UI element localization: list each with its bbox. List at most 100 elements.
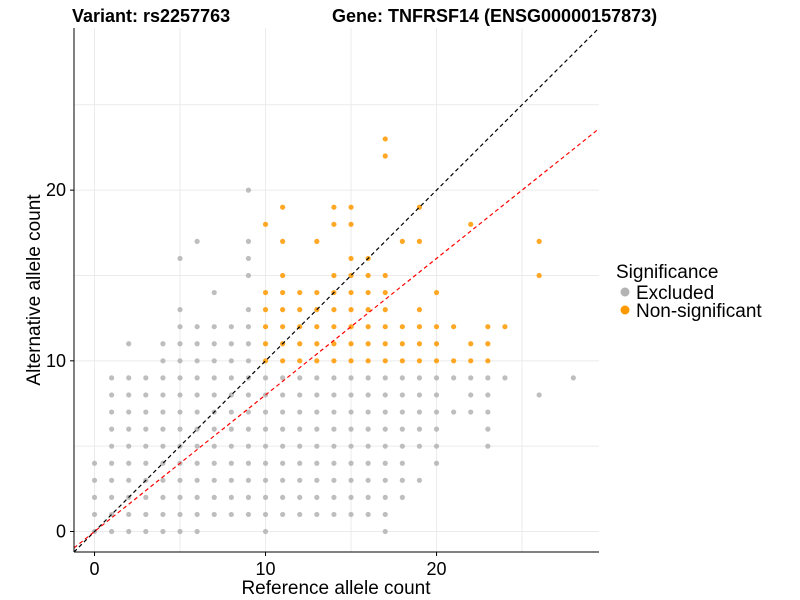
point-non-significant: [365, 272, 371, 279]
point-excluded: [485, 392, 491, 398]
point-excluded: [399, 426, 405, 432]
point-excluded: [485, 409, 491, 415]
point-excluded: [228, 443, 234, 449]
point-excluded: [365, 426, 371, 432]
point-excluded: [143, 392, 149, 398]
point-excluded: [536, 392, 542, 398]
point-excluded: [331, 494, 337, 500]
point-excluded: [280, 443, 286, 449]
point-non-significant: [348, 341, 354, 347]
point-non-significant: [280, 358, 286, 364]
point-excluded: [348, 426, 354, 432]
point-excluded: [280, 375, 286, 381]
point-excluded: [177, 477, 183, 483]
point-excluded: [126, 511, 132, 518]
point-excluded: [382, 511, 388, 518]
point-non-significant: [416, 238, 423, 244]
point-non-significant: [399, 324, 405, 330]
point-non-significant: [280, 289, 286, 296]
point-non-significant: [365, 341, 371, 347]
point-excluded: [416, 392, 423, 398]
point-excluded: [109, 494, 115, 500]
point-excluded: [365, 460, 371, 466]
point-excluded: [314, 392, 320, 398]
point-excluded: [314, 511, 320, 518]
point-non-significant: [433, 358, 440, 364]
x-tick-label: 10: [256, 559, 276, 579]
point-excluded: [348, 375, 354, 381]
point-excluded: [365, 409, 371, 415]
point-excluded: [177, 528, 183, 535]
point-excluded: [348, 477, 354, 483]
point-excluded: [245, 255, 252, 262]
point-excluded: [297, 426, 303, 432]
point-non-significant: [314, 358, 320, 364]
point-excluded: [280, 511, 286, 518]
point-excluded: [280, 494, 286, 500]
point-non-significant: [365, 307, 371, 313]
point-non-significant: [331, 307, 337, 313]
point-excluded: [331, 375, 337, 381]
point-excluded: [348, 392, 354, 398]
point-excluded: [399, 494, 405, 500]
point-non-significant: [314, 289, 320, 296]
reference-line-fit: [74, 128, 599, 549]
point-excluded: [399, 392, 405, 398]
point-excluded: [194, 443, 200, 449]
point-excluded: [297, 375, 303, 381]
point-excluded: [451, 409, 457, 415]
point-non-significant: [297, 307, 303, 313]
point-excluded: [433, 409, 440, 415]
point-excluded: [262, 375, 269, 381]
point-excluded: [382, 426, 388, 432]
point-excluded: [314, 494, 320, 500]
point-excluded: [245, 426, 252, 432]
point-excluded: [262, 511, 269, 518]
point-excluded: [109, 443, 115, 449]
point-excluded: [468, 392, 474, 398]
point-non-significant: [382, 307, 388, 313]
point-excluded: [160, 375, 166, 381]
point-excluded: [314, 426, 320, 432]
point-excluded: [211, 392, 217, 398]
point-excluded: [348, 511, 354, 518]
point-excluded: [177, 375, 183, 381]
point-non-significant: [382, 136, 388, 142]
point-excluded: [280, 409, 286, 415]
point-non-significant: [485, 341, 491, 347]
point-excluded: [570, 375, 576, 381]
point-non-significant: [280, 324, 286, 330]
point-excluded: [228, 358, 234, 364]
point-non-significant: [382, 324, 388, 330]
point-excluded: [160, 443, 166, 449]
point-excluded: [194, 392, 200, 398]
point-excluded: [245, 341, 252, 347]
point-excluded: [228, 511, 234, 518]
x-tick-label: 20: [427, 559, 447, 579]
point-excluded: [331, 392, 337, 398]
point-excluded: [126, 426, 132, 432]
point-excluded: [262, 426, 269, 432]
point-excluded: [194, 409, 200, 415]
point-excluded: [126, 528, 132, 535]
point-non-significant: [365, 289, 371, 296]
point-non-significant: [485, 358, 491, 364]
point-excluded: [228, 460, 234, 466]
point-non-significant: [280, 238, 286, 244]
point-non-significant: [399, 358, 405, 364]
point-non-significant: [314, 324, 320, 330]
point-non-significant: [348, 307, 354, 313]
point-excluded: [365, 443, 371, 449]
point-excluded: [451, 375, 457, 381]
point-excluded: [399, 375, 405, 381]
point-non-significant: [262, 324, 269, 330]
point-excluded: [91, 511, 98, 518]
point-non-significant: [468, 358, 474, 364]
point-excluded: [245, 238, 252, 244]
point-excluded: [331, 511, 337, 518]
point-excluded: [416, 375, 423, 381]
point-non-significant: [399, 341, 405, 347]
point-non-significant: [297, 358, 303, 364]
point-excluded: [211, 511, 217, 518]
point-excluded: [160, 341, 166, 347]
